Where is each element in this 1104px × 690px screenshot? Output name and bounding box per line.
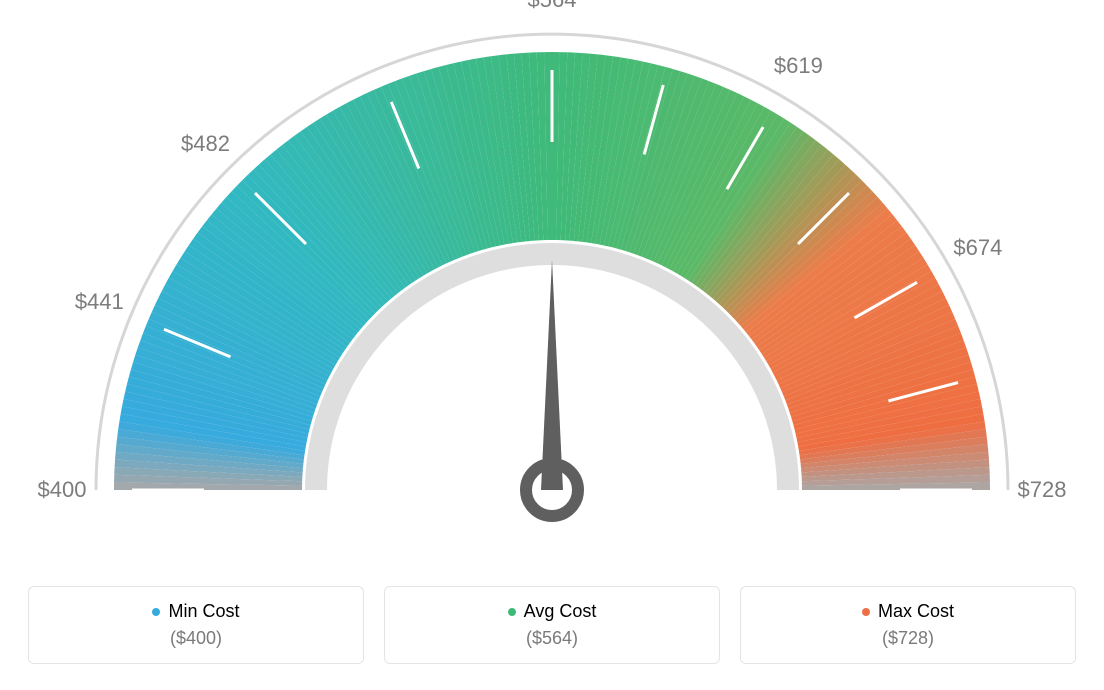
dot-icon [152,608,160,616]
gauge-tick-label: $482 [181,131,230,157]
legend-min-title: Min Cost [152,601,239,622]
legend-max: Max Cost ($728) [740,586,1076,664]
legend-avg-title: Avg Cost [508,601,597,622]
dot-icon [508,608,516,616]
legend-max-value: ($728) [882,628,934,649]
legend-min-label: Min Cost [168,601,239,622]
legend-max-label: Max Cost [878,601,954,622]
gauge-tick-label: $674 [953,235,1002,261]
legend-avg: Avg Cost ($564) [384,586,720,664]
legend-min-value: ($400) [170,628,222,649]
gauge-chart: $400 $441 $482 $564 $619 $674 $728 [0,0,1104,570]
gauge-tick-label: $564 [528,0,577,13]
dot-icon [862,608,870,616]
gauge-tick-label: $619 [774,53,823,79]
legend-min: Min Cost ($400) [28,586,364,664]
legend-avg-label: Avg Cost [524,601,597,622]
cost-gauge-widget: $400 $441 $482 $564 $619 $674 $728 Min Cost ($… [0,0,1104,690]
legend-row: Min Cost ($400) Avg Cost ($564) Max Cost… [28,586,1076,664]
legend-avg-value: ($564) [526,628,578,649]
gauge-tick-label: $400 [38,477,87,503]
legend-max-title: Max Cost [862,601,954,622]
gauge-tick-label: $441 [75,289,124,315]
gauge-tick-label: $728 [1018,477,1067,503]
